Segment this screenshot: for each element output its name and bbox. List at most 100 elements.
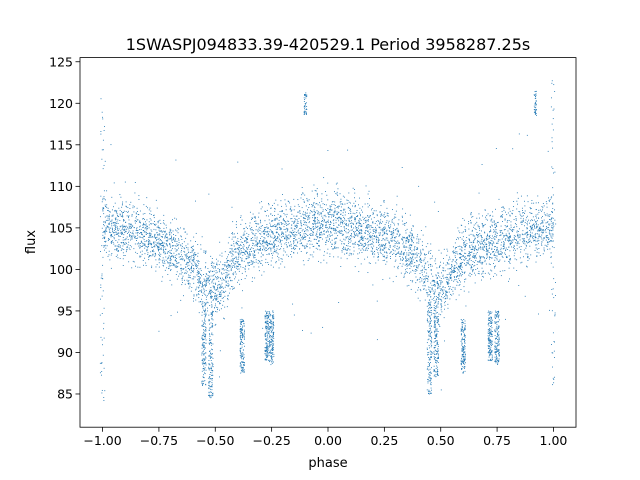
data-point — [513, 226, 515, 228]
data-point — [543, 238, 545, 240]
data-point — [458, 294, 460, 296]
data-point — [290, 241, 292, 243]
data-point — [353, 232, 355, 234]
data-point — [281, 240, 283, 242]
data-point — [201, 275, 203, 277]
data-point — [386, 212, 388, 214]
data-point — [203, 289, 205, 291]
data-point — [405, 271, 407, 273]
data-point — [261, 260, 263, 262]
data-point — [213, 282, 215, 284]
data-point — [249, 228, 251, 230]
data-point — [518, 133, 520, 135]
data-point — [472, 271, 474, 273]
data-point — [526, 241, 528, 243]
data-point — [160, 223, 162, 225]
data-point — [317, 236, 319, 238]
data-point — [208, 270, 210, 272]
data-point — [382, 230, 384, 232]
data-point — [143, 223, 144, 225]
data-point — [106, 215, 108, 217]
data-point — [114, 228, 116, 229]
data-point — [234, 248, 236, 250]
data-point — [502, 233, 504, 235]
data-point — [176, 254, 178, 256]
data-point — [325, 237, 327, 239]
data-point — [468, 260, 470, 262]
data-point — [344, 217, 346, 219]
data-point — [377, 249, 379, 251]
data-point — [266, 250, 267, 251]
data-point — [392, 253, 394, 255]
data-point — [398, 235, 400, 237]
data-point — [375, 226, 376, 228]
data-point — [534, 227, 535, 229]
data-point — [375, 248, 377, 250]
data-point — [496, 274, 498, 276]
data-point — [552, 208, 554, 210]
data-point — [383, 214, 385, 215]
data-point — [116, 229, 118, 231]
data-point — [206, 279, 207, 281]
data-point — [228, 265, 230, 267]
data-point — [345, 249, 347, 251]
data-point — [384, 212, 386, 214]
data-point — [346, 252, 347, 254]
data-point — [420, 261, 422, 263]
data-point — [454, 277, 455, 279]
data-point — [104, 160, 106, 162]
data-point — [444, 270, 446, 272]
data-point — [124, 228, 126, 230]
data-point — [390, 250, 392, 252]
data-point — [165, 248, 167, 250]
data-point — [171, 256, 172, 257]
data-point — [147, 207, 148, 209]
data-point — [416, 270, 418, 271]
data-point — [378, 248, 380, 250]
data-point — [254, 254, 256, 256]
data-point — [137, 237, 138, 239]
data-point — [110, 242, 112, 244]
data-point — [225, 280, 227, 282]
data-point — [480, 262, 482, 264]
data-point — [161, 240, 162, 242]
data-point — [151, 223, 152, 225]
data-point — [114, 202, 116, 204]
data-point — [263, 227, 265, 229]
data-point — [111, 235, 112, 237]
data-point — [294, 228, 296, 230]
data-point — [434, 310, 436, 312]
data-point — [337, 231, 339, 232]
data-point — [433, 304, 435, 306]
data-point — [498, 250, 500, 252]
data-point — [474, 274, 476, 276]
data-point — [281, 223, 283, 225]
data-point — [439, 298, 441, 300]
data-point — [169, 230, 171, 232]
data-point — [190, 251, 192, 253]
data-point — [195, 289, 197, 291]
data-point — [312, 234, 314, 235]
data-point — [362, 244, 364, 246]
data-point — [436, 277, 438, 279]
data-point — [333, 222, 335, 224]
data-point — [425, 226, 427, 228]
data-point — [330, 231, 332, 232]
data-point — [205, 281, 207, 283]
data-point — [498, 198, 500, 200]
data-point — [321, 234, 323, 236]
data-point — [175, 261, 177, 263]
data-point — [122, 252, 124, 254]
data-point — [505, 257, 507, 258]
data-point — [543, 212, 545, 214]
data-point — [225, 276, 227, 278]
data-point — [293, 240, 295, 242]
data-point — [217, 284, 219, 286]
data-point — [137, 232, 138, 234]
data-point — [276, 232, 278, 234]
data-point — [144, 236, 145, 237]
data-point — [221, 290, 223, 292]
data-point — [116, 221, 118, 223]
data-point — [316, 210, 318, 212]
data-point — [305, 227, 306, 229]
